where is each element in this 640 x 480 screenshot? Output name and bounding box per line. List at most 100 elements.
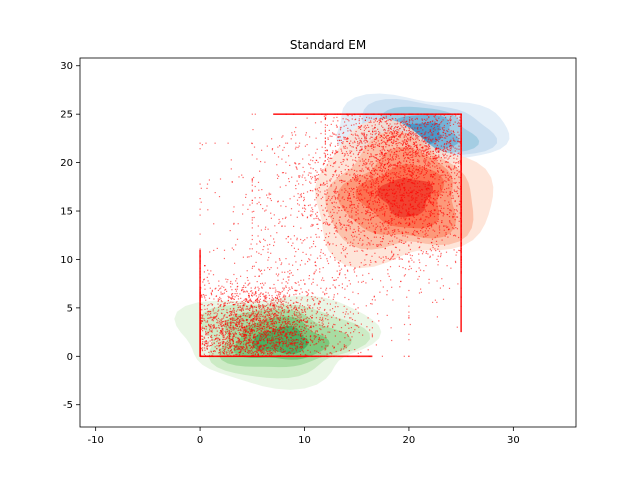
scatter-point — [426, 223, 428, 226]
scatter-point — [238, 322, 240, 324]
scatter-point — [302, 166, 304, 168]
scatter-point — [255, 298, 258, 301]
scatter-point — [407, 181, 409, 183]
scatter-point — [393, 172, 395, 174]
scatter-point — [326, 222, 329, 224]
scatter-point — [259, 324, 261, 327]
scatter-point — [391, 136, 394, 138]
scatter-point — [301, 297, 303, 299]
scatter-point — [386, 294, 388, 296]
scatter-point — [232, 304, 234, 306]
scatter-point — [264, 309, 266, 311]
scatter-point — [304, 321, 306, 323]
plot-area — [174, 93, 510, 390]
scatter-point — [288, 338, 290, 341]
scatter-point — [256, 299, 258, 301]
scatter-point — [415, 175, 417, 177]
scatter-point — [440, 205, 442, 207]
scatter-point — [421, 188, 423, 191]
scatter-point — [411, 182, 414, 184]
scatter-point — [322, 323, 324, 325]
scatter-point — [253, 294, 255, 296]
scatter-point — [455, 191, 457, 193]
scatter-point — [277, 314, 279, 317]
scatter-point — [231, 283, 233, 285]
scatter-point — [236, 292, 238, 295]
scatter-point — [231, 289, 233, 291]
scatter-point — [387, 257, 389, 260]
scatter-point — [387, 195, 389, 197]
scatter-point — [280, 263, 282, 266]
scatter-point — [385, 194, 387, 196]
scatter-point — [405, 148, 407, 150]
scatter-point — [306, 117, 308, 119]
scatter-point — [259, 350, 261, 352]
scatter-point — [257, 325, 260, 327]
scatter-point — [230, 330, 232, 332]
scatter-point — [219, 353, 222, 355]
scatter-point — [236, 294, 238, 297]
scatter-point — [377, 158, 379, 161]
scatter-point — [418, 176, 420, 178]
scatter-point — [218, 280, 220, 282]
scatter-point — [221, 301, 223, 303]
scatter-point — [257, 340, 259, 342]
scatter-point — [266, 310, 268, 313]
scatter-point — [441, 127, 443, 129]
scatter-point — [348, 350, 350, 352]
scatter-point — [336, 212, 338, 214]
scatter-point — [411, 171, 413, 173]
scatter-point — [336, 231, 338, 233]
scatter-point — [314, 205, 316, 207]
scatter-point — [204, 288, 206, 290]
scatter-point — [266, 145, 268, 147]
scatter-point — [252, 342, 254, 345]
scatter-point — [387, 221, 389, 223]
scatter-point — [251, 294, 253, 296]
scatter-point — [418, 204, 420, 206]
scatter-point — [344, 180, 346, 182]
scatter-point — [349, 145, 351, 147]
scatter-point — [254, 316, 256, 318]
scatter-point — [210, 327, 212, 329]
scatter-point — [374, 232, 376, 234]
scatter-point — [268, 350, 270, 352]
scatter-point — [283, 287, 285, 289]
scatter-point — [335, 302, 337, 304]
scatter-point — [270, 317, 272, 320]
scatter-point — [257, 353, 259, 355]
scatter-point — [239, 322, 241, 324]
scatter-point — [238, 339, 240, 341]
scatter-point — [324, 207, 327, 209]
scatter-point — [430, 175, 432, 177]
scatter-point — [391, 192, 394, 194]
scatter-point — [269, 347, 271, 349]
scatter-point — [252, 326, 254, 328]
scatter-point — [373, 174, 375, 176]
scatter-point — [426, 196, 428, 198]
scatter-point — [407, 173, 409, 175]
scatter-point — [202, 327, 204, 329]
scatter-point — [287, 318, 289, 320]
scatter-point — [391, 252, 393, 254]
scatter-point — [215, 317, 217, 319]
scatter-point — [283, 343, 285, 345]
scatter-point — [442, 170, 444, 172]
scatter-point — [212, 325, 214, 327]
scatter-point — [260, 322, 262, 324]
scatter-point — [376, 153, 378, 156]
scatter-point — [382, 141, 384, 143]
scatter-point — [371, 334, 373, 337]
scatter-point — [233, 327, 235, 329]
scatter-point — [290, 138, 292, 140]
scatter-point — [343, 206, 345, 208]
scatter-point — [284, 298, 286, 301]
scatter-point — [375, 190, 378, 192]
scatter-point — [271, 305, 274, 307]
scatter-point — [400, 280, 402, 283]
scatter-point — [280, 334, 282, 336]
scatter-point — [388, 178, 390, 180]
scatter-point — [369, 212, 372, 214]
scatter-point — [347, 191, 349, 193]
scatter-point — [455, 162, 457, 164]
